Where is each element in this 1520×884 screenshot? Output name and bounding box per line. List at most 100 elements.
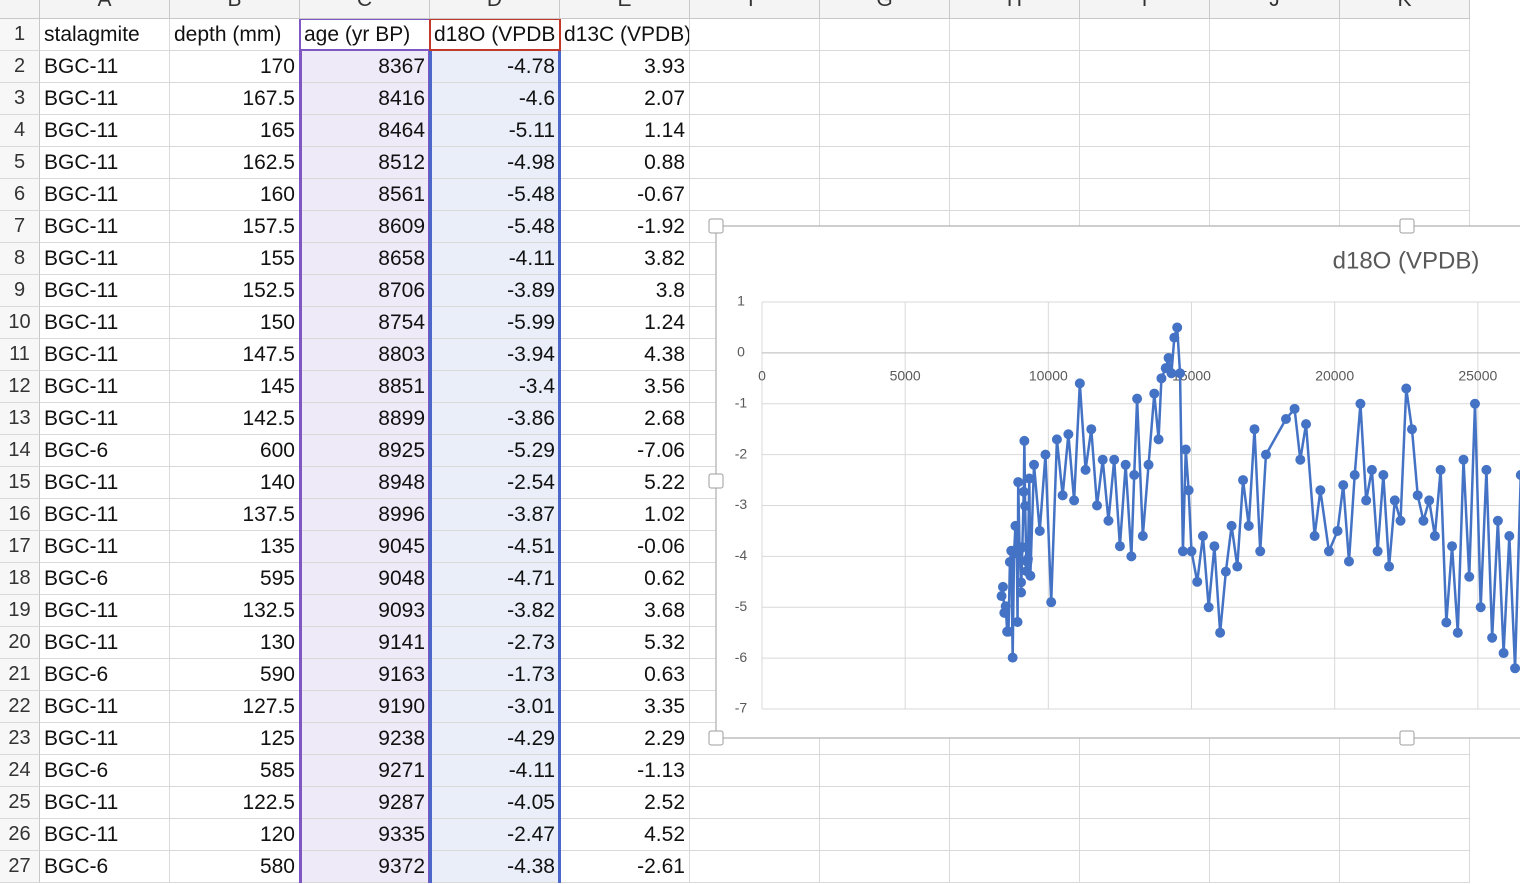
cell: -0.67 [560, 179, 690, 211]
cell [1340, 755, 1470, 787]
data-point [1255, 546, 1266, 557]
row-header: 5 [0, 147, 40, 179]
cell: 8899 [300, 403, 430, 435]
row-header: 20 [0, 627, 40, 659]
row-header: 16 [0, 499, 40, 531]
data-point [1280, 414, 1291, 425]
data-point [1186, 546, 1197, 557]
cell [1340, 147, 1470, 179]
cell [1080, 115, 1210, 147]
data-point [1046, 597, 1057, 608]
cell: BGC-6 [40, 659, 170, 691]
cell: BGC-6 [40, 435, 170, 467]
cell [820, 115, 950, 147]
data-point [1309, 531, 1320, 542]
cell: BGC-11 [40, 147, 170, 179]
data-point [996, 591, 1007, 602]
cell: -4.29 [430, 723, 560, 755]
resize-handle[interactable] [708, 218, 724, 234]
data-point [1029, 459, 1040, 470]
row-header: 15 [0, 467, 40, 499]
cell: 8948 [300, 467, 430, 499]
cell: 8754 [300, 307, 430, 339]
y-tick-label: -5 [735, 598, 748, 614]
cell: 5.22 [560, 467, 690, 499]
cell: 8851 [300, 371, 430, 403]
resize-handle[interactable] [1399, 218, 1415, 234]
cell [1210, 755, 1340, 787]
data-point [1183, 485, 1194, 496]
resize-handle[interactable] [1399, 730, 1415, 746]
cell [950, 787, 1080, 819]
cell: -3.4 [430, 371, 560, 403]
cell [1080, 755, 1210, 787]
cell [690, 115, 820, 147]
row-header: 12 [0, 371, 40, 403]
data-point [1475, 602, 1486, 613]
column-header: F [690, 0, 820, 19]
cell: BGC-11 [40, 691, 170, 723]
cell [950, 83, 1080, 115]
data-point [1487, 632, 1498, 643]
cell: BGC-11 [40, 211, 170, 243]
data-point [1510, 663, 1520, 674]
cell [690, 19, 820, 51]
data-point [1018, 486, 1029, 497]
column-header: A [40, 0, 170, 19]
cell: -4.98 [430, 147, 560, 179]
data-point [1192, 576, 1203, 587]
cell: 3.82 [560, 243, 690, 275]
data-point [1169, 332, 1180, 343]
cell: 9238 [300, 723, 430, 755]
cell: -1.13 [560, 755, 690, 787]
row-header: 11 [0, 339, 40, 371]
cell [1210, 819, 1340, 851]
cell [690, 755, 820, 787]
cell: BGC-11 [40, 787, 170, 819]
row-header: 9 [0, 275, 40, 307]
data-point [1366, 464, 1377, 475]
data-point [1180, 444, 1191, 455]
cell: BGC-11 [40, 627, 170, 659]
cell [690, 787, 820, 819]
cell: 3.8 [560, 275, 690, 307]
cell: 4.52 [560, 819, 690, 851]
cell: BGC-11 [40, 531, 170, 563]
cell: d13C (VPDB) [560, 19, 690, 51]
cell: BGC-11 [40, 179, 170, 211]
cell: -1.92 [560, 211, 690, 243]
chart-frame[interactable] [715, 225, 1520, 739]
row-header: 19 [0, 595, 40, 627]
resize-handle[interactable] [708, 473, 724, 489]
data-point [1114, 541, 1125, 552]
row-header: 3 [0, 83, 40, 115]
cell: 9287 [300, 787, 430, 819]
cell: BGC-11 [40, 499, 170, 531]
cell: -4.6 [430, 83, 560, 115]
data-point [1260, 449, 1271, 460]
row-header: 2 [0, 51, 40, 83]
data-point [1103, 515, 1114, 526]
cell: -4.38 [430, 851, 560, 883]
cell [1210, 83, 1340, 115]
cell [950, 51, 1080, 83]
column-header: H [950, 0, 1080, 19]
cell [820, 755, 950, 787]
cell: -4.71 [430, 563, 560, 595]
resize-handle[interactable] [708, 730, 724, 746]
cell: BGC-11 [40, 51, 170, 83]
data-point [1175, 368, 1186, 379]
cell: 8561 [300, 179, 430, 211]
cell [1080, 723, 1210, 755]
data-point [1163, 352, 1174, 363]
cell [1080, 819, 1210, 851]
data-point [1243, 520, 1254, 531]
data-point [1464, 571, 1475, 582]
cell: BGC-11 [40, 275, 170, 307]
data-point [1086, 424, 1097, 435]
data-point [1069, 495, 1080, 506]
cell [690, 723, 820, 755]
data-point [1515, 470, 1520, 480]
cell: BGC-6 [40, 563, 170, 595]
